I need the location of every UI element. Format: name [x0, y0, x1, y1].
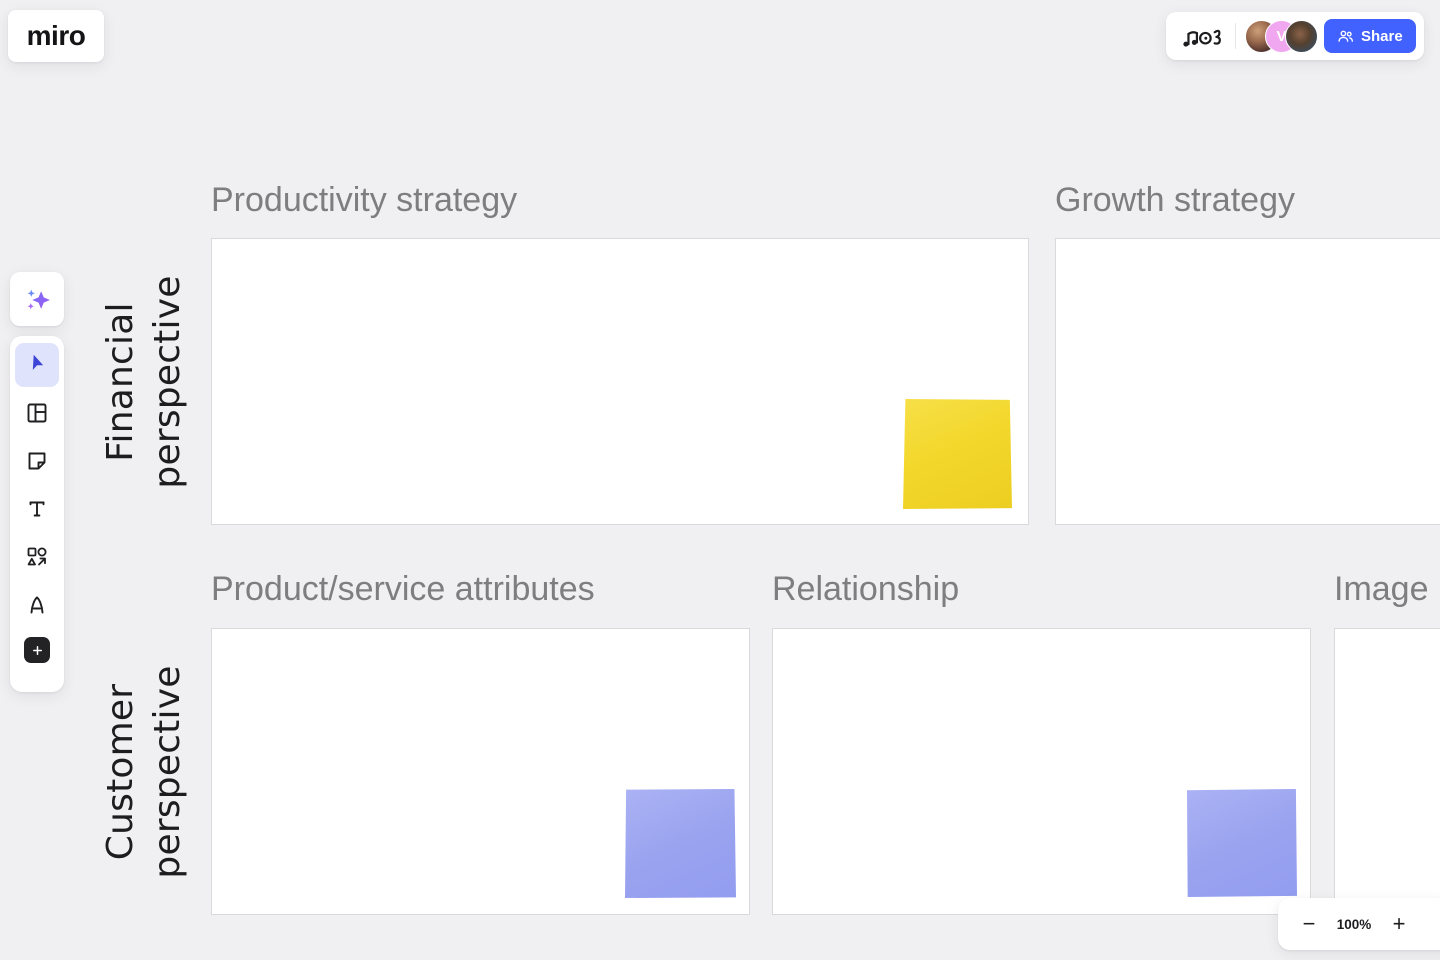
shapes-icon [25, 545, 49, 569]
frame-title-image[interactable]: Image [1334, 570, 1429, 608]
zoom-in-button[interactable]: + [1385, 910, 1413, 938]
frame-productivity-strategy[interactable] [211, 238, 1029, 525]
row-label-financial-perspective[interactable]: Financial perspective [97, 275, 191, 488]
ai-assist-button[interactable] [10, 272, 64, 326]
share-button[interactable]: Share [1324, 19, 1416, 53]
frame-title-product-service-attributes[interactable]: Product/service attributes [211, 570, 595, 608]
templates-tool[interactable] [15, 391, 59, 435]
sticky-note-purple-2[interactable] [1187, 789, 1297, 897]
sticky-note-purple-1[interactable] [625, 789, 736, 898]
share-button-label: Share [1361, 27, 1403, 45]
text-tool[interactable] [15, 487, 59, 531]
creation-toolbar [10, 336, 64, 692]
add-tools-button[interactable] [24, 637, 50, 663]
zoom-level[interactable]: 100% [1336, 916, 1372, 932]
music-notes-icon[interactable] [1180, 22, 1224, 51]
divider [1235, 23, 1236, 49]
frame-title-productivity-strategy[interactable]: Productivity strategy [211, 181, 518, 219]
collaborator-avatars: V [1245, 19, 1318, 53]
pen-tool[interactable] [15, 583, 59, 627]
sticky-note-yellow[interactable] [903, 399, 1012, 509]
row-label-line: perspective [147, 275, 188, 489]
cursor-icon [24, 352, 50, 378]
row-label-customer-perspective[interactable]: Customer perspective [97, 665, 191, 878]
plus-icon [30, 643, 45, 658]
pen-icon [25, 593, 49, 617]
ai-sparkle-icon [23, 285, 52, 314]
avatar-collaborator-3[interactable] [1285, 19, 1318, 53]
select-tool[interactable] [15, 343, 59, 387]
row-label-line: perspective [147, 665, 188, 879]
row-label-line: Customer [100, 683, 141, 861]
sticky-note-tool[interactable] [15, 439, 59, 483]
row-label-line: Financial [100, 302, 141, 462]
shapes-tool[interactable] [15, 535, 59, 579]
miro-logo[interactable]: miro [8, 10, 104, 62]
miro-logo-text: miro [26, 20, 86, 51]
frame-image[interactable] [1334, 628, 1440, 915]
zoom-control: − 100% + [1278, 898, 1440, 950]
zoom-out-button[interactable]: − [1295, 910, 1323, 938]
frame-title-growth-strategy[interactable]: Growth strategy [1055, 181, 1295, 219]
text-icon [25, 497, 49, 521]
collaboration-bar: V Share [1166, 12, 1424, 60]
layout-icon [25, 401, 49, 425]
sticky-note-icon [25, 449, 49, 473]
frame-growth-strategy[interactable] [1055, 238, 1440, 525]
frame-title-relationship[interactable]: Relationship [772, 570, 960, 608]
share-people-icon [1337, 28, 1354, 45]
